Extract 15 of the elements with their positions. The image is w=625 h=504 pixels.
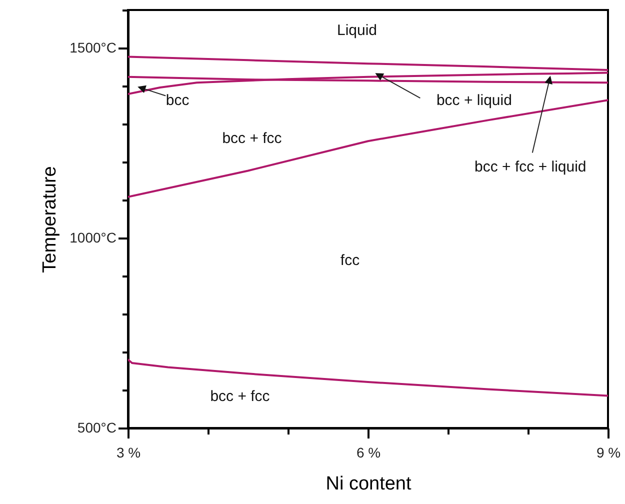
y-tick-label: 1000°C xyxy=(70,230,116,246)
x-tick-label: 6 % xyxy=(356,444,381,460)
annotation: bcc + liquid xyxy=(436,92,512,110)
annotation: bcc xyxy=(166,92,190,109)
annotation: fcc xyxy=(340,252,360,269)
x-tick-label: 9 % xyxy=(596,444,621,460)
annotation: Liquid xyxy=(336,22,378,39)
y-tick-label: 500°C xyxy=(77,420,116,436)
x-tick-label: 3 % xyxy=(116,444,141,460)
x-axis-title: Ni content xyxy=(326,474,412,494)
y-tick-label: 1500°C xyxy=(70,40,116,56)
annotation: bcc + fcc xyxy=(222,130,282,147)
annotation: bcc + fcc + liquid xyxy=(474,158,586,176)
annotation: bcc + fcc xyxy=(210,388,270,405)
y-axis-title: Temperature xyxy=(40,166,61,273)
